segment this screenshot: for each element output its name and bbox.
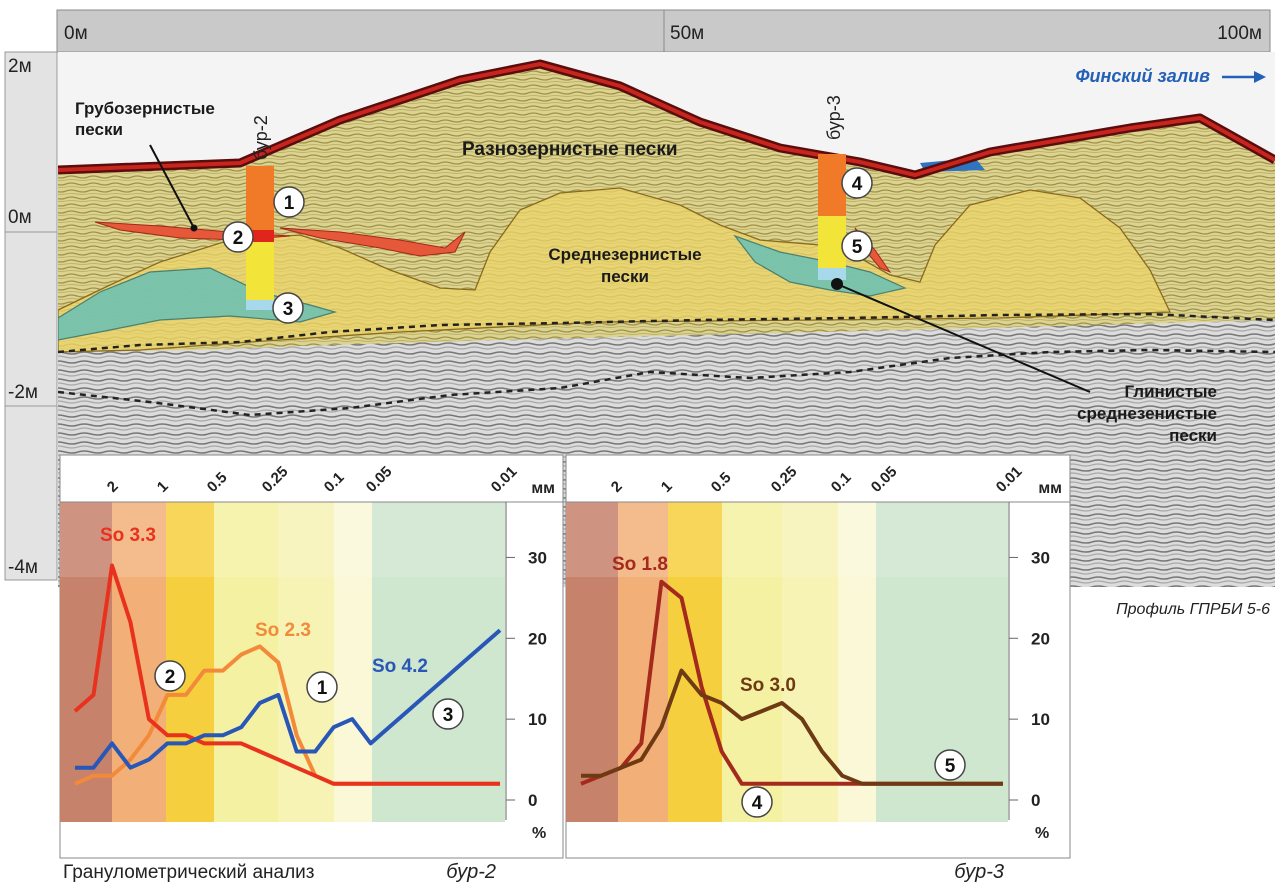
y-tick-label: 10 [528, 710, 547, 729]
leader-dot-clay [831, 278, 843, 290]
y-tick-label: 0 [1031, 791, 1040, 810]
depth-ruler: 2м 0м -2м -4м [4, 51, 58, 581]
x-unit-label: мм [531, 480, 555, 497]
y-unit-label: % [1035, 825, 1049, 842]
sample-marker-5: 5 [841, 230, 873, 262]
series-label-4: So 1.8 [612, 554, 668, 575]
series-line-3 [75, 628, 502, 770]
chart-title: бур-2 [446, 861, 496, 883]
arrow-right-icon [1254, 71, 1266, 83]
band-overlay [60, 502, 505, 577]
grain-band [214, 502, 278, 822]
grain-band [372, 502, 505, 822]
distance-tick: 0м [64, 23, 88, 44]
direction-label: Финский залив [1075, 66, 1210, 86]
borehole-bur-3: бур-3 [818, 95, 846, 280]
grain-band [838, 502, 876, 822]
series-line-5 [581, 668, 1003, 786]
series-marker-label: 2 [165, 667, 176, 688]
y-tick-label: 10 [1031, 710, 1050, 729]
chart-title: бур-3 [954, 861, 1004, 883]
series-label-2: So 3.3 [100, 525, 156, 546]
leader-dot-coarse [190, 224, 198, 232]
label-coarse-sand: Грубозернистые пески [75, 99, 215, 139]
distance-tick: 100м [1217, 23, 1262, 44]
depth-tick: 0м [8, 207, 32, 228]
boundary-dashed [58, 312, 1275, 354]
analysis-title: Гранулометрический анализ [63, 862, 315, 883]
borehole-bur-2: бур-2 [246, 115, 274, 310]
svg-text:4: 4 [852, 174, 863, 195]
series-label-1: So 2.3 [255, 620, 311, 641]
boundary-dashed-2 [58, 348, 1275, 417]
coarse-sand-lens-2 [279, 227, 466, 257]
svg-text:5: 5 [852, 237, 863, 258]
series-marker-label: 4 [752, 793, 763, 814]
y-unit-label: % [532, 825, 546, 842]
series-marker-4 [741, 786, 773, 818]
series-label-3: So 4.2 [372, 656, 428, 677]
clay-sand-layer [58, 267, 338, 341]
y-tick-label: 0 [528, 791, 537, 810]
borehole-label: бур-3 [824, 95, 844, 140]
borehole-label: бур-2 [251, 115, 271, 160]
y-tick-label: 30 [1031, 548, 1050, 567]
series-marker-5 [934, 749, 966, 781]
distance-tick: 50м [670, 23, 704, 44]
surface-line-fill [58, 62, 1275, 177]
series-line-2 [73, 563, 500, 786]
leader-clay [836, 283, 1091, 393]
y-tick-label: 20 [1031, 629, 1050, 648]
radargram-profile [58, 52, 1275, 587]
series-marker-label: 1 [317, 678, 328, 699]
svg-text:1: 1 [284, 193, 295, 214]
y-tick-label: 30 [528, 548, 547, 567]
depth-tick: -4м [8, 557, 38, 578]
label-mixed-sand: Разнозернистые пески [462, 139, 678, 160]
label-medium-sand: Среднезернистые пески [548, 245, 701, 286]
svg-text:2: 2 [233, 228, 244, 249]
series-marker-2 [154, 660, 186, 692]
grain-band [566, 502, 618, 822]
series-label-5: So 3.0 [740, 675, 796, 696]
direction-indicator: Финский залив [1075, 66, 1266, 86]
series-marker-1 [306, 671, 338, 703]
profile-name: Профиль ГПРБИ 5-6 [1116, 601, 1270, 618]
grain-band [278, 502, 334, 822]
depth-tick: -2м [8, 382, 38, 403]
series-marker-label: 3 [443, 705, 454, 726]
band-overlay [566, 502, 1008, 577]
label-line: Грубозернистые [75, 99, 215, 118]
x-unit-label: мм [1038, 480, 1062, 497]
y-tick-label: 20 [528, 629, 547, 648]
sample-marker-3: 3 [272, 292, 304, 324]
grain-band [782, 502, 838, 822]
distance-ruler: 0м 50м 100м [56, 9, 1271, 53]
leader-coarse [149, 144, 195, 229]
label-clay-sand: Глинистые среднезенистые пески [1077, 382, 1217, 445]
series-marker-3 [432, 698, 464, 730]
svg-text:3: 3 [283, 299, 294, 320]
depth-tick: 2м [8, 56, 32, 77]
sample-marker-2: 2 [222, 221, 254, 253]
grain-band [618, 502, 668, 822]
series-marker-label: 5 [945, 756, 956, 777]
grain-band [334, 502, 372, 822]
sample-marker-1: 1 [273, 186, 305, 218]
sample-marker-4: 4 [841, 167, 873, 199]
